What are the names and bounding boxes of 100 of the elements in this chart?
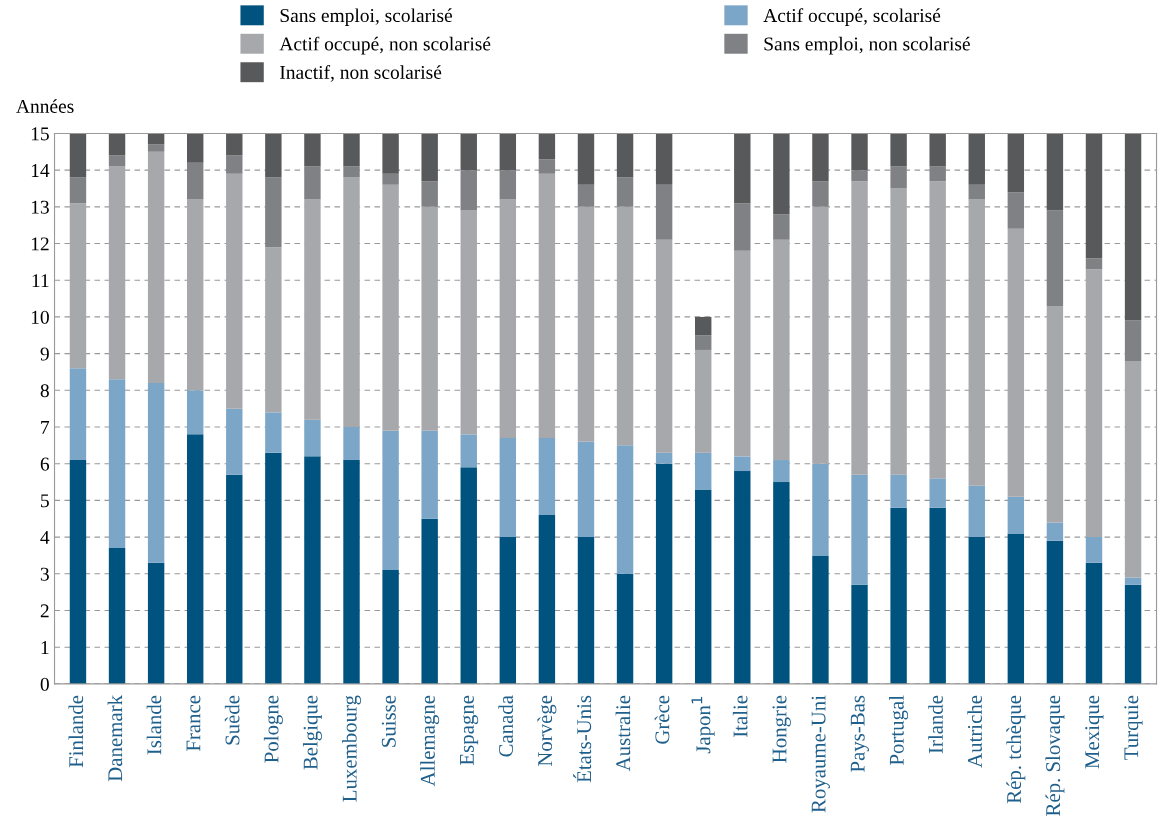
bar	[108, 548, 126, 684]
bar	[577, 184, 595, 207]
bar	[812, 463, 829, 556]
bar	[695, 316, 712, 336]
bar	[343, 133, 360, 167]
bar	[186, 162, 204, 200]
bar	[69, 460, 87, 684]
bar	[1007, 533, 1025, 684]
y-tick-label: 8	[40, 384, 49, 398]
bar	[1007, 228, 1025, 497]
bar	[186, 390, 204, 435]
bar	[1124, 577, 1142, 585]
bar	[1085, 537, 1103, 563]
bar	[851, 474, 868, 585]
bar	[538, 438, 556, 516]
y-tick-label: 2	[40, 604, 49, 618]
bar	[108, 379, 126, 549]
bar	[343, 460, 360, 684]
bar	[655, 239, 673, 453]
bar	[890, 133, 907, 167]
x-tick-label: Luxembourg	[342, 695, 361, 802]
bar	[851, 584, 868, 684]
bar	[382, 133, 399, 174]
bar	[499, 133, 517, 171]
bar	[773, 214, 790, 240]
bar	[421, 518, 438, 684]
x-tick-label: Australie	[615, 695, 631, 772]
bar	[69, 133, 87, 178]
bar	[851, 181, 868, 475]
y-tick-label: 11	[32, 274, 49, 287]
bar	[616, 445, 634, 574]
bar	[1007, 192, 1025, 229]
legend-label: Inactif, non scolarisé	[280, 65, 442, 82]
bar	[1046, 522, 1064, 541]
bar	[499, 170, 517, 200]
bar	[226, 133, 243, 156]
bar	[343, 177, 360, 428]
bar	[538, 159, 556, 174]
bar	[812, 206, 829, 464]
x-tick-label: Suède	[224, 695, 240, 745]
bar	[304, 199, 321, 420]
legend-label: Sans emploi, non scolarisé	[764, 36, 970, 55]
bar	[304, 166, 321, 200]
y-tick-label: 13	[31, 200, 49, 214]
bar	[695, 335, 712, 350]
bar	[812, 181, 829, 207]
bar	[147, 562, 165, 684]
bar	[577, 206, 595, 442]
x-tick-label: Belgique	[302, 695, 322, 770]
bar	[226, 408, 243, 475]
bar	[69, 368, 87, 461]
y-tick-label: 0	[40, 677, 49, 691]
bar	[851, 133, 868, 171]
bar	[265, 177, 282, 248]
bar	[499, 199, 517, 439]
bar	[1085, 269, 1103, 538]
bar	[460, 434, 477, 468]
bar	[108, 166, 126, 380]
y-tick-label: 6	[40, 457, 50, 471]
bar	[577, 537, 595, 684]
bar	[734, 133, 751, 204]
bar	[226, 155, 243, 174]
y-tick-label: 7	[41, 421, 50, 434]
bar	[616, 573, 634, 684]
bar	[655, 452, 673, 464]
bar	[968, 184, 985, 200]
bar	[929, 478, 946, 508]
bar	[1124, 133, 1142, 321]
bar	[1124, 320, 1142, 361]
y-tick-label: 1	[41, 641, 49, 654]
x-tick-label: Espagne	[460, 695, 479, 765]
x-tick-label: Allemagne	[420, 695, 440, 787]
x-tick-label: Italie	[732, 695, 748, 738]
bar	[265, 247, 282, 413]
bar	[460, 170, 477, 211]
bar	[265, 133, 282, 178]
x-tick-label: Turquie	[1124, 695, 1143, 760]
bar	[186, 199, 204, 391]
bar	[773, 133, 790, 215]
x-tick-label: Irlande	[928, 695, 943, 754]
bar	[851, 170, 868, 182]
bar	[616, 133, 634, 178]
bar	[538, 515, 556, 684]
bar	[1007, 133, 1025, 193]
bar	[929, 133, 946, 167]
bar	[1046, 540, 1064, 684]
bar	[890, 474, 907, 508]
y-tick-label: 10	[31, 310, 49, 324]
bar	[265, 412, 282, 453]
x-tick-label: Norvège	[537, 695, 557, 767]
bar	[616, 206, 634, 446]
bar	[890, 507, 907, 684]
bar	[421, 181, 438, 207]
x-tick-label: États-Unis	[573, 695, 592, 783]
x-tick-label: Portugal	[889, 695, 909, 765]
bar	[382, 430, 399, 571]
bar	[460, 467, 477, 684]
bar	[382, 173, 399, 185]
bar	[499, 537, 517, 684]
bar	[186, 133, 204, 163]
